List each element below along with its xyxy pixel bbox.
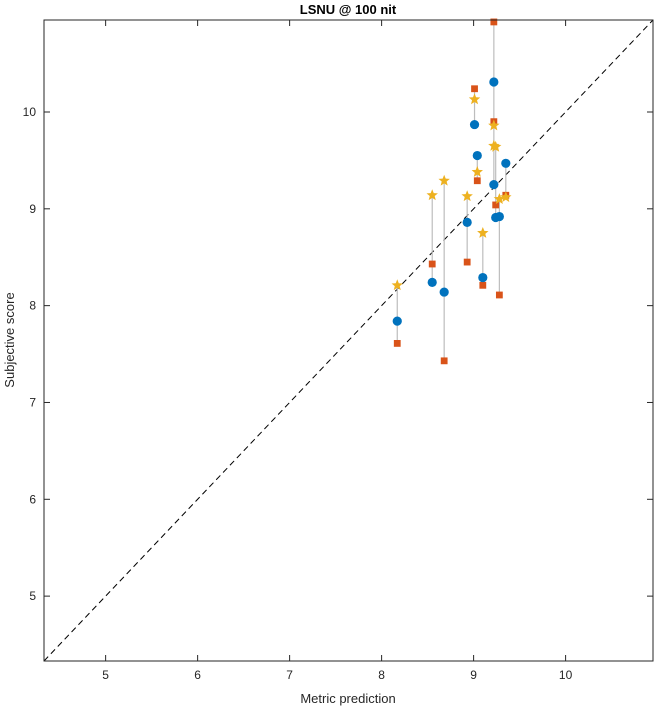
x-tick-label: 7 [286, 668, 293, 682]
data-point-circle [494, 211, 504, 222]
data-point-circle [501, 158, 511, 168]
data-point-square [428, 260, 436, 268]
chart-title: LSNU @ 100 nit [300, 2, 397, 17]
data-point-circle [472, 150, 482, 161]
reference-line [44, 20, 653, 661]
data-point-square [393, 340, 401, 347]
data-point-square [473, 177, 481, 185]
data-point-star [477, 227, 489, 238]
x-tick-label: 9 [470, 668, 477, 682]
x-tick-label: 10 [559, 668, 573, 682]
x-tick-label: 6 [194, 668, 201, 682]
y-tick-label: 7 [29, 395, 36, 409]
y-tick-label: 6 [29, 492, 36, 506]
data-point-square [490, 18, 498, 26]
y-axis-label: Subjective score [2, 292, 17, 387]
data-point-circle [392, 316, 402, 326]
data-point-star [461, 190, 473, 202]
data-point-star [488, 119, 500, 131]
data-point-circle [427, 277, 437, 288]
data-point-star [391, 279, 403, 291]
data-point-star [489, 140, 502, 152]
data-point-square [440, 357, 448, 365]
y-tick-label: 5 [29, 589, 36, 603]
plot-inner [44, 20, 653, 661]
y-tick-label: 8 [29, 299, 36, 313]
x-tick-label: 5 [102, 668, 109, 682]
data-point-circle [462, 217, 472, 227]
data-point-star [438, 174, 450, 186]
data-point-square [471, 85, 478, 93]
y-tick-label: 10 [23, 105, 37, 119]
data-point-square [495, 291, 503, 299]
data-point-circle [489, 180, 499, 190]
axis-ticks: 5 6 7 8 9 10 5 6 7 8 9 10 [23, 20, 653, 682]
data-point-circle [469, 119, 480, 130]
x-tick-label: 8 [378, 668, 385, 682]
data-point-circle [489, 77, 499, 87]
y-tick-label: 9 [29, 202, 36, 216]
data-point-star [468, 93, 481, 105]
data-point-circle [478, 272, 488, 283]
data-point-square [479, 281, 487, 289]
data-point-star [471, 166, 483, 177]
data-point-star [500, 191, 512, 203]
plot-area [44, 18, 653, 661]
data-point-star [426, 189, 438, 201]
data-point-circle [439, 287, 449, 297]
x-axis-label: Metric prediction [300, 691, 395, 706]
axes-box [43, 19, 654, 662]
data-point-square [492, 201, 500, 209]
data-point-square [463, 258, 471, 266]
data-point-star [493, 193, 506, 204]
